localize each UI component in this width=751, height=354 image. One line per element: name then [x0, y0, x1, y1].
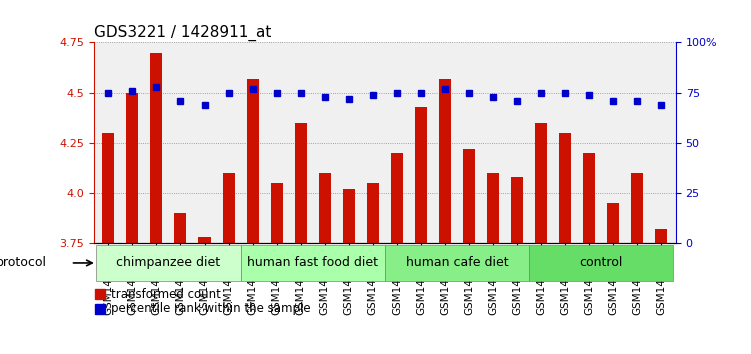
- Bar: [632, 173, 644, 243]
- Bar: [174, 213, 186, 243]
- Text: percentile rank within the sample: percentile rank within the sample: [111, 302, 311, 315]
- Bar: [584, 153, 596, 243]
- Text: chimpanzee diet: chimpanzee diet: [116, 256, 221, 269]
- FancyBboxPatch shape: [529, 245, 674, 281]
- Bar: [246, 79, 258, 243]
- Text: control: control: [580, 256, 623, 269]
- Bar: [366, 183, 379, 243]
- Bar: [415, 107, 427, 243]
- Text: human fast food diet: human fast food diet: [247, 256, 379, 269]
- Bar: [511, 177, 523, 243]
- Bar: [342, 189, 354, 243]
- Bar: [318, 173, 330, 243]
- Bar: [535, 122, 547, 243]
- Bar: [294, 122, 306, 243]
- Bar: [439, 79, 451, 243]
- Bar: [198, 237, 210, 243]
- Bar: [222, 173, 234, 243]
- Bar: [559, 133, 572, 243]
- Text: protocol: protocol: [0, 256, 47, 269]
- Text: transformed count: transformed count: [111, 288, 222, 301]
- FancyBboxPatch shape: [96, 245, 240, 281]
- Bar: [487, 173, 499, 243]
- Text: GDS3221 / 1428911_at: GDS3221 / 1428911_at: [94, 25, 271, 41]
- FancyBboxPatch shape: [385, 245, 529, 281]
- Bar: [391, 153, 403, 243]
- Bar: [102, 133, 114, 243]
- FancyBboxPatch shape: [240, 245, 385, 281]
- Bar: [463, 149, 475, 243]
- Bar: [270, 183, 282, 243]
- Bar: [656, 229, 668, 243]
- Bar: [150, 52, 162, 243]
- Bar: [126, 93, 138, 243]
- Bar: [608, 203, 620, 243]
- Text: human cafe diet: human cafe diet: [406, 256, 508, 269]
